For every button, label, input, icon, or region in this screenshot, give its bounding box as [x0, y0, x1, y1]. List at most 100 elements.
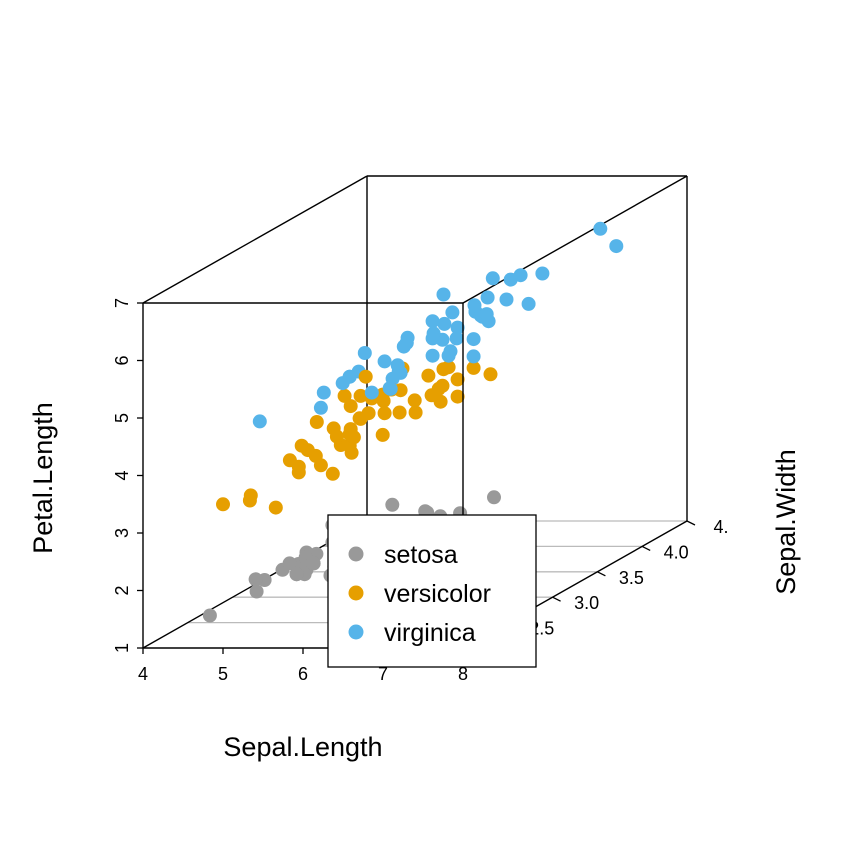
point-virginica: [466, 332, 481, 347]
y-tick-label: 3.5: [619, 568, 644, 588]
z-tick-label: 5: [112, 413, 132, 423]
point-versicolor: [329, 429, 344, 444]
point-versicolor: [291, 465, 306, 480]
point-virginica: [425, 314, 440, 329]
y-tick: [552, 596, 561, 602]
point-versicolor: [337, 388, 352, 403]
box-edge: [462, 175, 688, 304]
point-virginica: [377, 354, 392, 369]
point-virginica: [593, 221, 608, 236]
point-virginica: [485, 271, 500, 286]
point-setosa: [249, 584, 264, 599]
point-virginica: [466, 349, 481, 364]
point-setosa: [487, 490, 501, 505]
point-virginica: [609, 239, 624, 254]
legend-marker-setosa: [348, 546, 364, 562]
point-setosa: [248, 572, 263, 587]
point-versicolor: [346, 430, 361, 445]
point-virginica: [480, 290, 495, 305]
point-virginica: [425, 348, 440, 363]
point-versicolor: [313, 458, 328, 473]
legend: setosa versicolor virginica: [327, 514, 537, 668]
x-tick-label: 8: [458, 664, 468, 684]
point-versicolor: [407, 393, 422, 408]
x-tick-label: 5: [218, 664, 228, 684]
point-virginica: [441, 348, 456, 363]
point-versicolor: [377, 406, 392, 421]
point-virginica: [396, 339, 411, 354]
point-virginica: [479, 307, 494, 322]
legend-label-versicolor: versicolor: [384, 580, 491, 608]
point-virginica: [357, 346, 372, 360]
point-setosa: [385, 497, 400, 512]
point-versicolor: [353, 388, 368, 403]
legend-label-virginica: virginica: [384, 619, 476, 647]
point-versicolor: [375, 427, 390, 442]
point-virginica: [467, 298, 482, 313]
point-versicolor: [483, 367, 498, 382]
legend-label-setosa: setosa: [384, 541, 458, 569]
point-virginica: [425, 331, 440, 346]
point-setosa: [202, 608, 217, 623]
point-virginica: [316, 385, 331, 400]
z-tick-label: 6: [112, 355, 132, 365]
point-virginica: [364, 385, 379, 400]
y-axis-title: Sepal.Width: [771, 449, 801, 595]
point-virginica: [521, 296, 536, 311]
point-virginica: [535, 266, 550, 281]
x-axis-title: Sepal.Length: [223, 732, 382, 762]
y-tick: [686, 520, 696, 526]
y-tick-label: 4.0: [664, 542, 689, 562]
point-versicolor: [242, 493, 257, 508]
point-versicolor: [450, 372, 465, 387]
x-tick-label: 7: [378, 664, 388, 684]
point-versicolor: [282, 453, 297, 468]
y-tick: [641, 545, 651, 551]
legend-marker-virginica: [348, 624, 364, 640]
point-versicolor: [343, 399, 358, 414]
point-virginica: [499, 292, 514, 307]
point-versicolor: [466, 360, 481, 375]
legend-marker-versicolor: [348, 585, 364, 601]
point-versicolor: [392, 405, 407, 420]
point-versicolor: [352, 411, 367, 426]
box-edge: [142, 175, 368, 304]
x-tick-label: 4: [138, 664, 148, 684]
y-tick-label: 4.: [713, 517, 728, 537]
point-versicolor: [431, 381, 446, 396]
z-tick-label: 1: [112, 643, 132, 653]
point-virginica: [503, 272, 518, 287]
y-tick: [597, 571, 606, 577]
point-versicolor: [408, 405, 423, 420]
point-versicolor: [300, 443, 315, 458]
point-virginica: [436, 287, 451, 302]
z-tick-label: 2: [112, 585, 132, 595]
point-versicolor: [441, 360, 456, 375]
point-versicolor: [268, 500, 283, 515]
point-virginica: [313, 400, 328, 415]
point-virginica: [382, 381, 397, 396]
point-versicolor: [216, 497, 230, 512]
point-virginica: [449, 331, 464, 346]
z-tick-label: 3: [112, 528, 132, 538]
point-virginica: [252, 414, 267, 429]
point-virginica: [445, 305, 460, 320]
z-axis-title: Petal.Length: [28, 402, 58, 554]
point-virginica: [450, 320, 465, 335]
z-tick-label: 4: [112, 470, 132, 480]
point-versicolor: [421, 368, 436, 383]
point-versicolor: [325, 466, 340, 481]
point-versicolor: [450, 389, 465, 404]
y-tick-label: 3.0: [574, 593, 599, 613]
point-setosa: [282, 556, 297, 571]
z-tick-label: 7: [112, 298, 132, 308]
point-virginica: [437, 316, 452, 331]
point-virginica: [342, 369, 357, 384]
point-setosa: [289, 567, 304, 582]
point-versicolor: [309, 415, 324, 429]
point-virginica: [390, 358, 405, 373]
point-versicolor: [358, 369, 373, 384]
point-setosa: [305, 555, 320, 570]
